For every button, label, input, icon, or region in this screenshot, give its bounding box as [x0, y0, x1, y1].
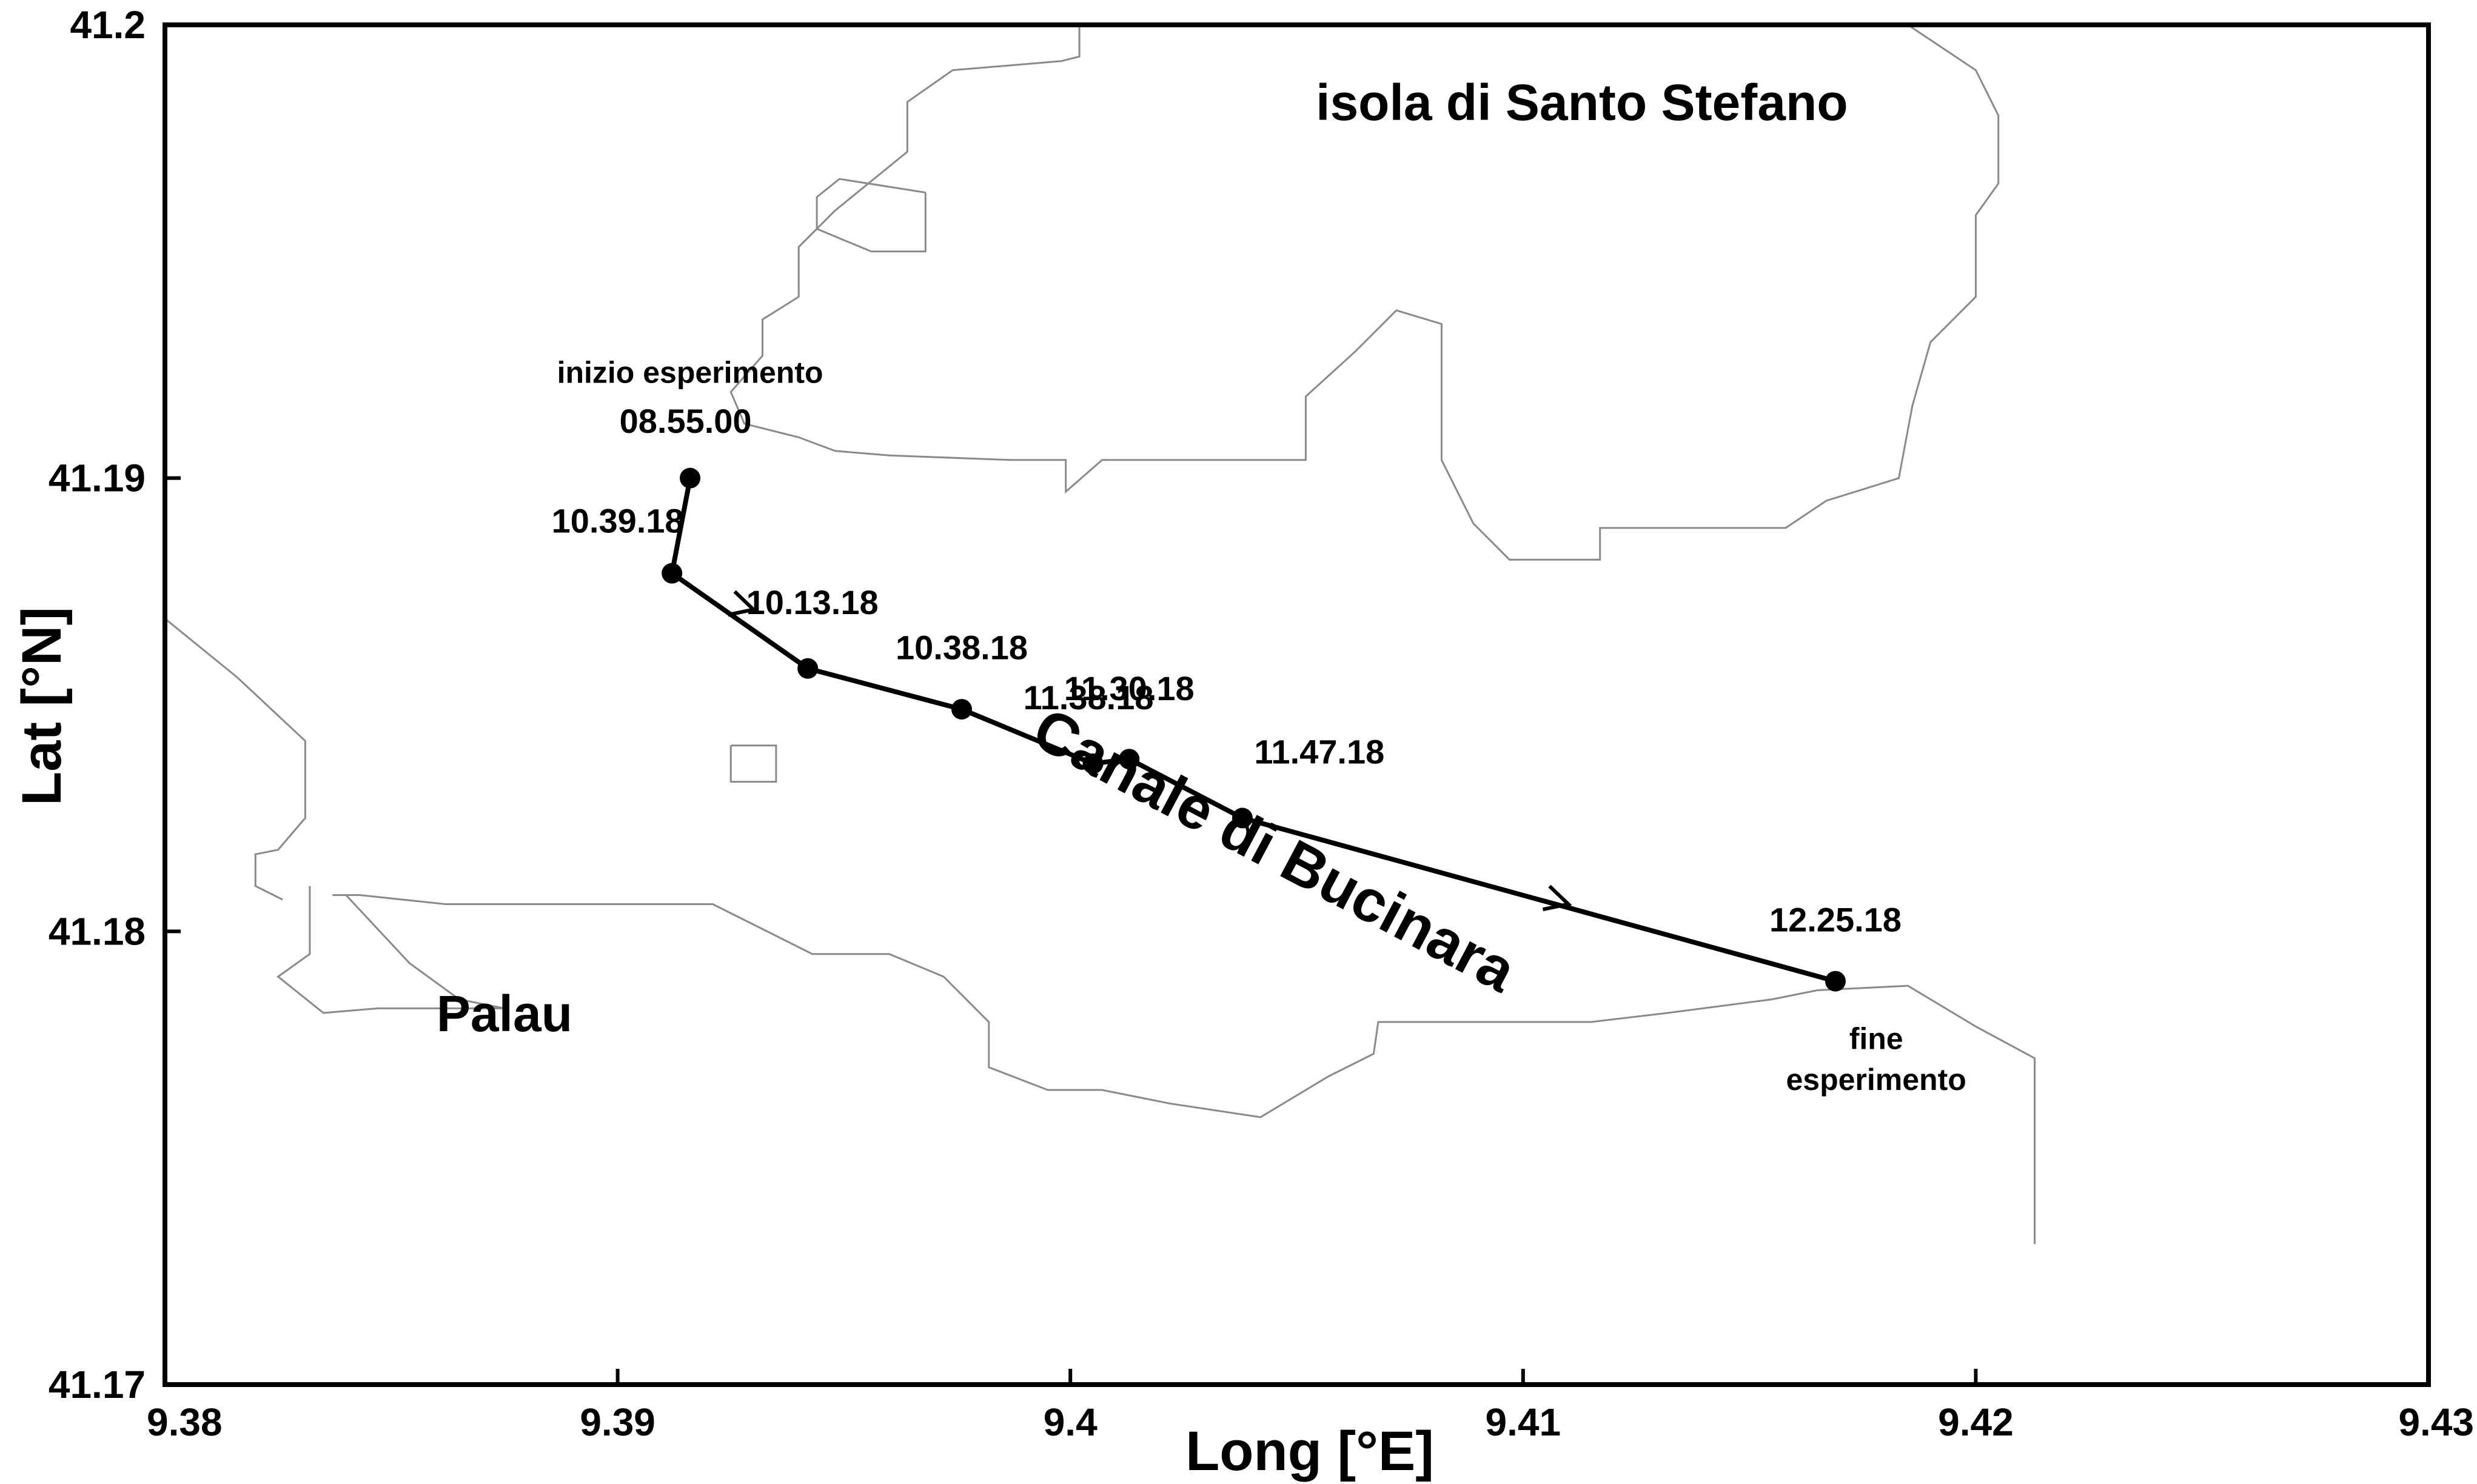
direction-arrow-head [727, 590, 757, 617]
x-tick-label: 9.39 [580, 1400, 655, 1444]
time-label: 11.30.18 [1064, 669, 1195, 707]
track-point [1232, 807, 1253, 829]
track-layer [662, 467, 1846, 992]
time-label: 11.47.18 [1254, 733, 1384, 771]
track-point [797, 658, 819, 679]
time-label: 10.13.18 [746, 583, 879, 621]
coastline-segment [952, 25, 1081, 72]
track-point [1825, 971, 1846, 992]
time-label: 10.38.18 [896, 629, 1028, 667]
x-tick-label: 9.43 [2398, 1400, 2474, 1444]
plot-frame [163, 22, 2431, 1387]
y-tick-label: 41.18 [49, 909, 146, 953]
track-point [1082, 753, 1104, 774]
y-tick-label: 41.17 [49, 1363, 146, 1406]
x-tick-label: 9.38 [147, 1400, 223, 1444]
axis-ticks: 9.38 9.39 9.4 9.41 9.42 9.43 41.17 41.18 41.19 41… [49, 3, 2474, 1444]
x-tick-label: 9.42 [1938, 1400, 2014, 1444]
time-label: 08.55.00 [620, 402, 752, 440]
coastline-segment [816, 178, 927, 253]
time-label: 12.25.18 [1769, 900, 1902, 938]
x-tick-label: 9.41 [1486, 1400, 1561, 1444]
x-axis-title: Long [°E] [1185, 1420, 1434, 1482]
y-axis-title: Lat [°N] [11, 607, 73, 806]
place-label: Palau [437, 985, 572, 1042]
direction-arrow [1542, 884, 1572, 912]
track-point [1119, 749, 1140, 770]
direction-arrow-head [1542, 884, 1572, 912]
experiment-note: fine [1849, 1022, 1903, 1056]
coastline-segment [729, 744, 777, 783]
track-point [680, 467, 701, 489]
experiment-note: inizio esperimento [557, 356, 823, 390]
track-line [669, 477, 1837, 984]
coastline-segment [277, 886, 2036, 1245]
place-label: isola di Santo Stefano [1316, 74, 1848, 131]
x-tick-label: 9.4 [1044, 1400, 1098, 1444]
experiment-note: esperimento [1786, 1063, 1966, 1097]
direction-arrow [727, 590, 757, 617]
coastline-segment [729, 24, 2000, 561]
track-point [662, 563, 683, 584]
time-label: 10.39.18 [552, 501, 684, 540]
track-point [951, 698, 973, 720]
y-tick-label: 41.2 [70, 3, 146, 47]
time-label: 11.38.18 [1024, 678, 1154, 717]
coastline-segment [164, 618, 306, 901]
y-tick-label: 41.19 [49, 456, 146, 500]
coastline-layer [164, 24, 2036, 1245]
